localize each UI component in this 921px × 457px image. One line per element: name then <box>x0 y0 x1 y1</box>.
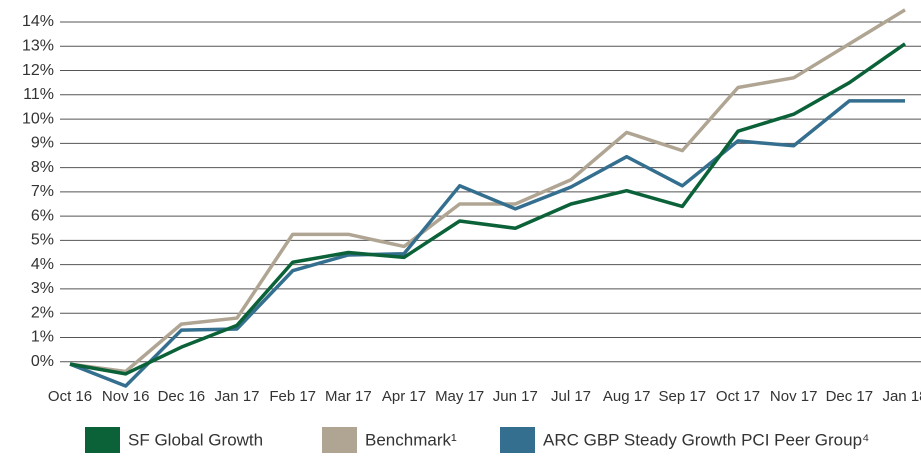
series-line <box>69 8 906 374</box>
y-tick-label: 2% <box>31 304 54 321</box>
x-tick-label: Sep 17 <box>659 388 707 405</box>
y-tick-label: 6% <box>31 207 54 224</box>
y-tick-label: 8% <box>31 159 54 176</box>
y-tick-label: 10% <box>22 110 54 127</box>
legend-swatch <box>500 427 535 453</box>
x-tick-label: Nov 17 <box>770 388 818 405</box>
x-tick-label: Feb 17 <box>269 388 316 405</box>
x-tick-label: Oct 17 <box>716 388 760 405</box>
y-tick-label: 9% <box>31 135 54 152</box>
y-tick-label: 0% <box>31 353 54 370</box>
legend-label: SF Global Growth <box>128 430 263 449</box>
series-line <box>69 99 905 388</box>
y-tick-label: 12% <box>22 62 54 79</box>
x-tick-label: Dec 17 <box>826 388 874 405</box>
y-tick-label: 5% <box>31 232 54 249</box>
x-tick-label: Nov 16 <box>102 388 150 405</box>
legend-swatch <box>85 427 120 453</box>
y-tick-label: 3% <box>31 280 54 297</box>
x-tick-label: Oct 16 <box>48 388 92 405</box>
legend-swatch <box>322 427 357 453</box>
y-tick-label: 7% <box>31 183 54 200</box>
y-tick-label: 13% <box>22 37 54 54</box>
y-tick-label: 14% <box>22 13 54 30</box>
y-tick-label: 11% <box>23 86 54 103</box>
y-tick-label: 4% <box>31 256 54 273</box>
series-line <box>69 42 907 376</box>
x-tick-label: Aug 17 <box>603 388 651 405</box>
legend-label: ARC GBP Steady Growth PCI Peer Group⁴ <box>543 430 869 449</box>
x-tick-label: Jan 18 <box>882 388 921 405</box>
x-tick-label: Dec 16 <box>158 388 206 405</box>
x-tick-label: May 17 <box>435 388 484 405</box>
x-tick-label: Mar 17 <box>325 388 372 405</box>
x-tick-label: Jan 17 <box>214 388 259 405</box>
x-tick-label: Jul 17 <box>551 388 591 405</box>
x-tick-label: Apr 17 <box>382 388 426 405</box>
legend-label: Benchmark¹ <box>365 430 457 449</box>
x-tick-label: Jun 17 <box>493 388 538 405</box>
y-tick-label: 1% <box>31 329 54 346</box>
